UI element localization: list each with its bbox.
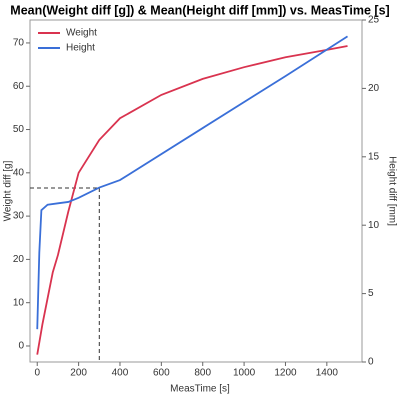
y-axis-label: Weight diff [g] (3, 160, 14, 221)
legend-label: Weight (66, 28, 97, 39)
y-tick-label: 40 (13, 167, 25, 178)
y2-axis-label: Height diff [mm] (386, 156, 397, 226)
x-tick-label: 400 (112, 368, 129, 379)
y2-tick-label: 25 (368, 15, 380, 26)
x-axis-label: MeasTime [s] (170, 384, 230, 395)
x-tick-label: 200 (70, 368, 87, 379)
x-tick-label: 1200 (274, 368, 297, 379)
plot-frame (29, 19, 363, 363)
y2-tick-label: 20 (368, 83, 380, 94)
x-tick-label: 0 (34, 368, 40, 379)
y2-tick-label: 5 (368, 288, 374, 299)
x-tick-label: 600 (153, 368, 170, 379)
y-tick-label: 10 (13, 297, 25, 308)
y-tick-label: 0 (18, 341, 24, 352)
y-tick-label: 30 (13, 211, 25, 222)
series-line (36, 35, 349, 330)
x-tick-label: 1400 (316, 368, 339, 379)
y-tick-label: 20 (13, 254, 25, 265)
x-tick-label: 1000 (233, 368, 256, 379)
chart-title: Mean(Weight diff [g]) & Mean(Height diff… (10, 3, 389, 17)
y-tick-label: 50 (13, 124, 25, 135)
y2-tick-label: 0 (368, 357, 374, 368)
x-tick-label: 800 (194, 368, 211, 379)
series-line (36, 45, 348, 355)
y-tick-label: 70 (13, 38, 25, 49)
y2-tick-label: 10 (368, 220, 380, 231)
y2-tick-label: 15 (368, 151, 380, 162)
legend-label: Height (66, 43, 95, 54)
y-tick-label: 60 (13, 81, 25, 92)
